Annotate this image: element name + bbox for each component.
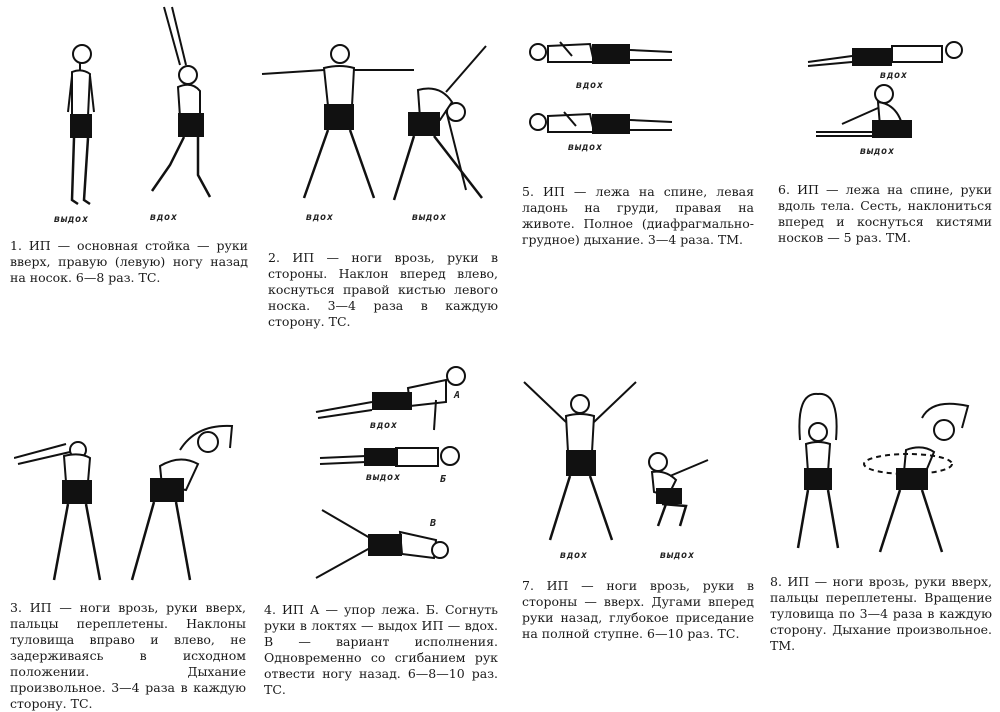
arms-sideways-person-icon bbox=[261, 44, 414, 199]
exercise-4-caption: 4. ИП А — упор лежа. Б. Согнуть руки в л… bbox=[264, 602, 498, 697]
label-a: А bbox=[454, 390, 462, 401]
figure-5-lying-bottom bbox=[520, 100, 680, 146]
label-exhale-5: выдох bbox=[568, 142, 604, 153]
arms-up-person-icon bbox=[150, 6, 212, 198]
label-exhale-6: выдох bbox=[860, 146, 896, 157]
lying-person-icon-2 bbox=[529, 111, 673, 134]
figure-3-right bbox=[120, 420, 240, 600]
label-inhale-2: вдох bbox=[306, 212, 335, 223]
label-v: В bbox=[430, 518, 438, 529]
figure-4-v bbox=[310, 500, 460, 590]
label-exhale-4: выдох bbox=[366, 472, 402, 483]
figure-1-standing bbox=[50, 40, 110, 210]
exercise-6-caption: 6. ИП — лежа на спине, руки вдоль тела. … bbox=[778, 182, 992, 245]
lying-person-icon-3 bbox=[807, 41, 963, 67]
arms-up-v-person-icon bbox=[523, 381, 637, 541]
lying-person-icon bbox=[529, 41, 673, 64]
plank-person-icon bbox=[315, 366, 466, 431]
label-inhale-6: вдох bbox=[880, 70, 909, 81]
label-b: Б bbox=[440, 474, 448, 485]
figure-2-standing bbox=[258, 40, 418, 210]
exercise-1-caption: 1. ИП — основная стойка — руки вверх, пр… bbox=[10, 238, 248, 285]
pushup-leg-raise-person-icon bbox=[315, 509, 449, 579]
figure-4-b bbox=[316, 438, 466, 478]
torso-rotation-person-icon bbox=[863, 402, 970, 553]
label-inhale-4: вдох bbox=[370, 420, 399, 431]
figure-1-raised bbox=[140, 5, 230, 205]
side-bend-person-icon-2 bbox=[130, 424, 234, 581]
figure-3-left bbox=[14, 428, 114, 598]
label-exhale: выдох bbox=[54, 214, 90, 225]
label-inhale-5: вдох bbox=[576, 80, 605, 91]
label-inhale: вдох bbox=[150, 212, 179, 223]
exercise-3-caption: 3. ИП — ноги врозь, руки вверх, пальцы п… bbox=[10, 600, 246, 711]
arms-overhead-person-icon bbox=[796, 392, 840, 549]
exercise-5-caption: 5. ИП — лежа на спине, левая ладонь на г… bbox=[522, 184, 754, 247]
figure-5-lying-top bbox=[520, 32, 680, 82]
figure-8-standing bbox=[788, 392, 848, 552]
figure-2-bend bbox=[390, 40, 500, 210]
exercise-8-caption: 8. ИП — ноги врозь, руки вверх, пальцы п… bbox=[770, 574, 992, 653]
sitting-reach-person-icon bbox=[816, 84, 912, 138]
pushup-down-person-icon bbox=[319, 446, 460, 467]
label-inhale-7: вдох bbox=[560, 550, 589, 561]
standing-person-icon bbox=[67, 44, 95, 206]
bending-person-icon bbox=[392, 45, 487, 201]
figure-6-lying bbox=[802, 32, 972, 72]
figure-7-squat bbox=[636, 446, 716, 530]
exercise-7-caption: 7. ИП — ноги врозь, руки в стороны — вве… bbox=[522, 578, 754, 641]
figure-4-a bbox=[312, 360, 472, 432]
exercise-2-caption: 2. ИП — ноги врозь, руки в стороны. Накл… bbox=[268, 250, 498, 329]
figure-7-standing bbox=[520, 376, 640, 546]
label-exhale-2: выдох bbox=[412, 212, 448, 223]
figure-6-sitting bbox=[812, 80, 922, 142]
label-exhale-7: выдох bbox=[660, 550, 696, 561]
side-bend-person-icon bbox=[14, 441, 102, 581]
squat-person-icon bbox=[648, 452, 709, 527]
figure-8-rotate bbox=[862, 398, 972, 558]
